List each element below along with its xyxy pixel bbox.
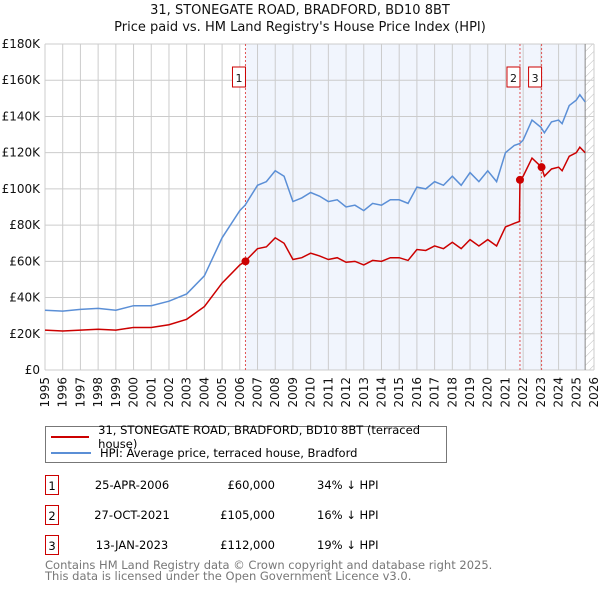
sale-label-box (506, 66, 521, 88)
x-tick-label: 1997 (73, 377, 87, 408)
legend-item-hpi: HPI: Average price, terraced house, Brad… (51, 445, 357, 461)
y-tick-label: £60K (9, 254, 41, 268)
legend-item-property: 31, STONEGATE ROAD, BRADFORD, BD10 8BT (… (51, 423, 446, 451)
x-tick-label: 2002 (162, 377, 176, 408)
sale-point (241, 257, 250, 266)
x-tick-label: 2010 (304, 377, 318, 408)
sale-label-box (528, 66, 543, 88)
sale-date: 25-APR-2006 (94, 478, 170, 492)
x-tick-label: 2014 (374, 377, 388, 408)
hpi-diff: 16% ↓ HPI (317, 508, 379, 522)
chart-title: 31, STONEGATE ROAD, BRADFORD, BD10 8BT (150, 3, 450, 18)
y-tick-label: £120K (2, 146, 42, 160)
x-tick-label: 1996 (56, 377, 70, 408)
x-tick-label: 2012 (339, 377, 353, 408)
x-tick-label: 2006 (233, 377, 247, 408)
x-tick-label: 2021 (498, 377, 512, 408)
x-tick-label: 2017 (428, 377, 442, 408)
x-tick-label: 2025 (569, 377, 583, 408)
y-tick-label: £20K (9, 327, 41, 341)
x-tick-label: 2018 (445, 377, 459, 408)
legend-label: 31, STONEGATE ROAD, BRADFORD, BD10 8BT (… (98, 423, 420, 451)
y-tick-label: £40K (9, 291, 41, 305)
x-tick-label: 2001 (144, 377, 158, 408)
legend-label: HPI: Average price, terraced house, Brad… (100, 446, 358, 460)
hpi-line (44, 93, 586, 312)
forecast-hatch (585, 44, 594, 370)
hpi-diff: 19% ↓ HPI (317, 538, 379, 552)
footer-line: Contains HM Land Registry data © Crown c… (45, 558, 493, 572)
chart: 1995 1996 1997 1998 1999 2000 2001 2002 2003 2004… (2, 37, 600, 408)
sale-price: £60,000 (227, 478, 275, 492)
shaded-region (245, 44, 586, 370)
x-tick-label: 2023 (534, 377, 548, 408)
sale-label: 1 (235, 72, 242, 85)
x-tick-label: 2024 (552, 377, 566, 408)
x-tick-label: 2015 (392, 377, 406, 408)
property-price-line (44, 146, 586, 332)
y-tick-label: £140K (2, 109, 42, 123)
x-tick-label: 2009 (286, 377, 300, 408)
x-tick-label: 2016 (410, 377, 424, 408)
y-tick-label: £180K (2, 37, 42, 51)
y-tick-label: £100K (2, 182, 42, 196)
y-tick-label: £0 (25, 363, 40, 377)
y-tick-label: £160K (2, 73, 42, 87)
sale-marker-badge: 1 (45, 475, 59, 495)
x-tick-label: 1998 (91, 377, 105, 408)
legend-swatch-blue (51, 452, 91, 454)
x-tick-label: 2026 (587, 377, 600, 408)
sale-date: 13-JAN-2023 (95, 538, 169, 552)
sale-label: 2 (510, 72, 517, 85)
x-tick-label: 2000 (127, 377, 141, 408)
sale-point (515, 175, 524, 184)
sale-label: 3 (532, 72, 539, 85)
x-tick-label: 2007 (251, 377, 265, 408)
x-tick-label: 2020 (481, 377, 495, 408)
footer-line: This data is licensed under the Open Gov… (45, 569, 412, 583)
chart-subtitle: Price paid vs. HM Land Registry's House … (114, 20, 486, 35)
x-tick-label: 2003 (180, 377, 194, 408)
x-tick-label: 2011 (321, 377, 335, 408)
x-tick-label: 2005 (215, 377, 229, 408)
transaction-row: 2 27-OCT-2021 £105,000 16% ↓ HPI (45, 505, 445, 525)
sale-marker-badge: 2 (45, 505, 59, 525)
legend-swatch-red (51, 436, 90, 438)
transaction-row: 3 13-JAN-2023 £112,000 19% ↓ HPI (45, 535, 445, 555)
x-tick-label: 2022 (516, 377, 530, 408)
x-tick-label: 2013 (357, 377, 371, 408)
legend: 31, STONEGATE ROAD, BRADFORD, BD10 8BT (… (45, 423, 447, 463)
transaction-row: 1 25-APR-2006 £60,000 34% ↓ HPI (45, 475, 445, 495)
x-tick-label: 2008 (268, 377, 282, 408)
x-tick-label: 1995 (38, 377, 52, 408)
sale-point (537, 163, 546, 172)
hpi-diff: 34% ↓ HPI (317, 478, 379, 492)
x-tick-label: 2019 (463, 377, 477, 408)
sale-date: 27-OCT-2021 (94, 508, 170, 522)
sale-label-box (231, 66, 246, 88)
x-tick-label: 2004 (197, 377, 211, 408)
y-tick-label: £80K (9, 218, 41, 232)
x-tick-label: 1999 (109, 377, 123, 408)
sale-price: £105,000 (220, 508, 275, 522)
footer: Contains HM Land Registry data © Crown c… (45, 558, 493, 583)
sale-price: £112,000 (220, 538, 275, 552)
sale-marker-badge: 3 (45, 535, 59, 555)
